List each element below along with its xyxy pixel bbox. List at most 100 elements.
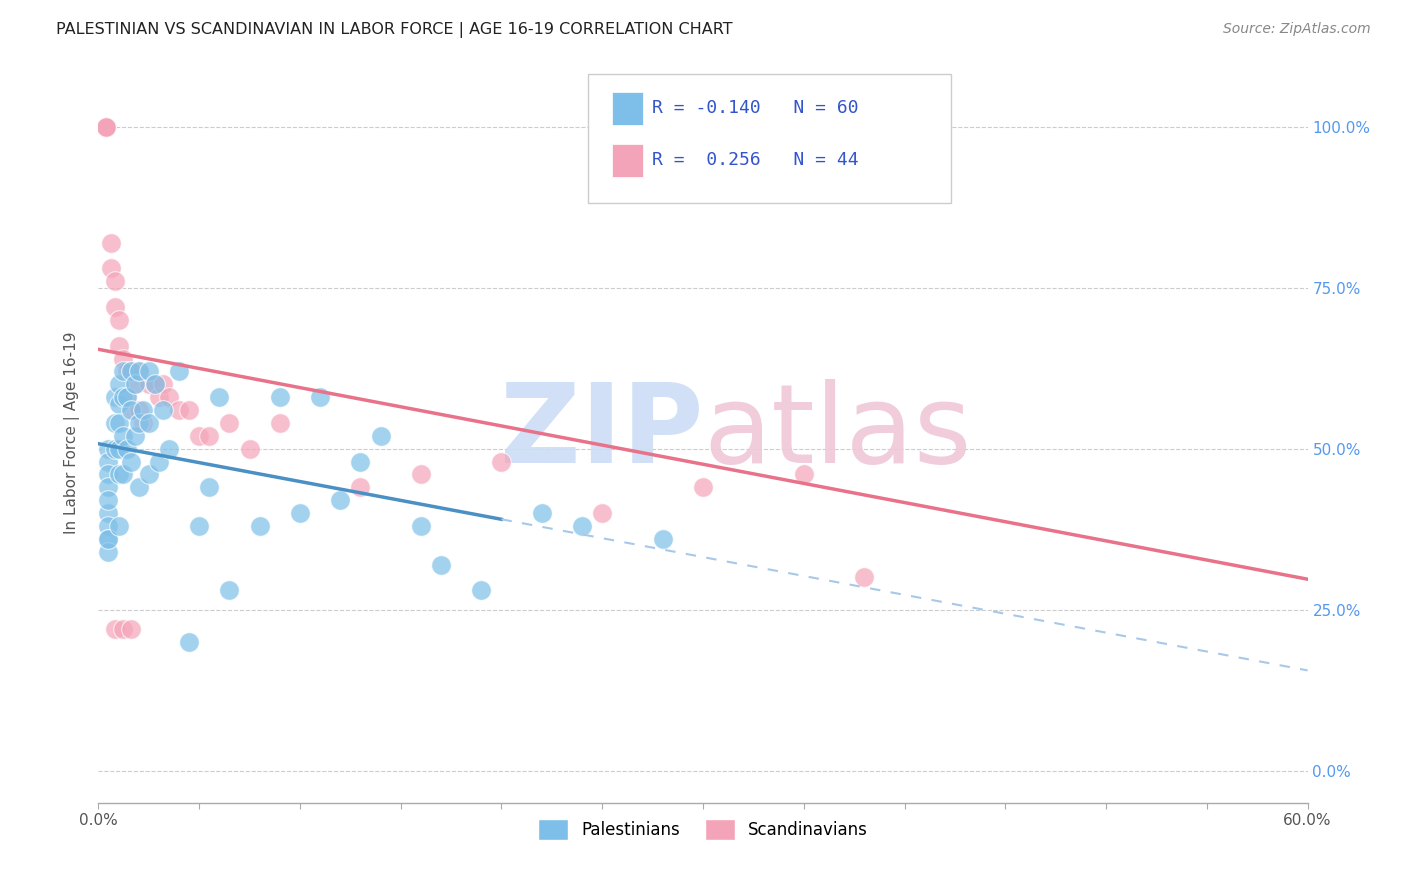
Point: [124, 429, 146, 443]
Point: [120, 364, 142, 378]
Point: [111, 364, 134, 378]
Point: [128, 480, 150, 494]
Point: [120, 403, 142, 417]
Text: PALESTINIAN VS SCANDINAVIAN IN LABOR FORCE | AGE 16-19 CORRELATION CHART: PALESTINIAN VS SCANDINAVIAN IN LABOR FOR…: [56, 22, 733, 38]
Point: [148, 454, 170, 468]
Point: [152, 377, 174, 392]
Point: [115, 390, 138, 404]
Point: [188, 519, 211, 533]
Point: [97, 519, 120, 533]
Point: [97, 454, 120, 468]
Point: [470, 583, 492, 598]
Point: [124, 377, 146, 392]
Point: [103, 442, 125, 456]
Point: [853, 184, 876, 198]
Point: [370, 429, 392, 443]
Point: [218, 416, 240, 430]
Point: [132, 403, 155, 417]
Point: [349, 454, 371, 468]
Point: [128, 364, 150, 378]
Point: [138, 364, 160, 378]
Point: [120, 364, 142, 378]
Point: [115, 442, 138, 456]
Text: Source: ZipAtlas.com: Source: ZipAtlas.com: [1223, 22, 1371, 37]
Point: [111, 390, 134, 404]
Point: [793, 467, 815, 482]
Point: [409, 519, 432, 533]
Point: [103, 300, 125, 314]
Text: ZIP: ZIP: [499, 379, 703, 486]
Point: [239, 442, 262, 456]
Point: [96, 120, 118, 134]
Point: [103, 622, 125, 636]
Point: [591, 506, 613, 520]
Point: [138, 467, 160, 482]
Point: [167, 403, 190, 417]
Point: [179, 635, 201, 649]
Point: [198, 429, 221, 443]
Point: [167, 364, 190, 378]
FancyBboxPatch shape: [613, 92, 643, 126]
Point: [107, 397, 129, 411]
Point: [96, 120, 118, 134]
Point: [128, 364, 150, 378]
Point: [571, 519, 593, 533]
FancyBboxPatch shape: [613, 144, 643, 178]
Point: [128, 416, 150, 430]
Point: [111, 467, 134, 482]
Point: [107, 339, 129, 353]
Point: [143, 377, 166, 392]
Point: [107, 519, 129, 533]
Point: [97, 467, 120, 482]
Point: [218, 583, 240, 598]
Point: [111, 622, 134, 636]
Point: [115, 390, 138, 404]
Point: [138, 377, 160, 392]
Point: [97, 532, 120, 546]
Point: [269, 390, 291, 404]
Point: [103, 390, 125, 404]
Point: [143, 377, 166, 392]
Point: [100, 261, 122, 276]
Point: [107, 313, 129, 327]
Point: [97, 532, 120, 546]
Point: [188, 429, 211, 443]
Point: [853, 570, 876, 584]
Point: [249, 519, 271, 533]
Point: [132, 416, 155, 430]
Point: [107, 416, 129, 430]
Point: [120, 622, 142, 636]
Point: [111, 351, 134, 366]
Point: [430, 558, 453, 572]
Point: [530, 506, 553, 520]
Point: [103, 274, 125, 288]
Point: [107, 467, 129, 482]
Point: [97, 493, 120, 508]
Point: [269, 416, 291, 430]
Point: [198, 480, 221, 494]
Point: [120, 454, 142, 468]
Point: [97, 545, 120, 559]
Point: [138, 416, 160, 430]
Point: [107, 377, 129, 392]
Point: [409, 467, 432, 482]
Point: [124, 377, 146, 392]
Point: [309, 390, 332, 404]
Point: [157, 442, 180, 456]
Point: [349, 480, 371, 494]
Point: [100, 235, 122, 250]
Legend: Palestinians, Scandinavians: Palestinians, Scandinavians: [531, 813, 875, 847]
Point: [103, 416, 125, 430]
FancyBboxPatch shape: [588, 73, 950, 203]
Y-axis label: In Labor Force | Age 16-19: In Labor Force | Age 16-19: [63, 331, 80, 534]
Point: [288, 506, 311, 520]
Point: [97, 442, 120, 456]
Point: [208, 390, 231, 404]
Point: [97, 480, 120, 494]
Point: [152, 403, 174, 417]
Point: [107, 442, 129, 456]
Point: [179, 403, 201, 417]
Text: R = -0.140   N = 60: R = -0.140 N = 60: [652, 99, 859, 118]
Point: [115, 364, 138, 378]
Point: [96, 120, 118, 134]
